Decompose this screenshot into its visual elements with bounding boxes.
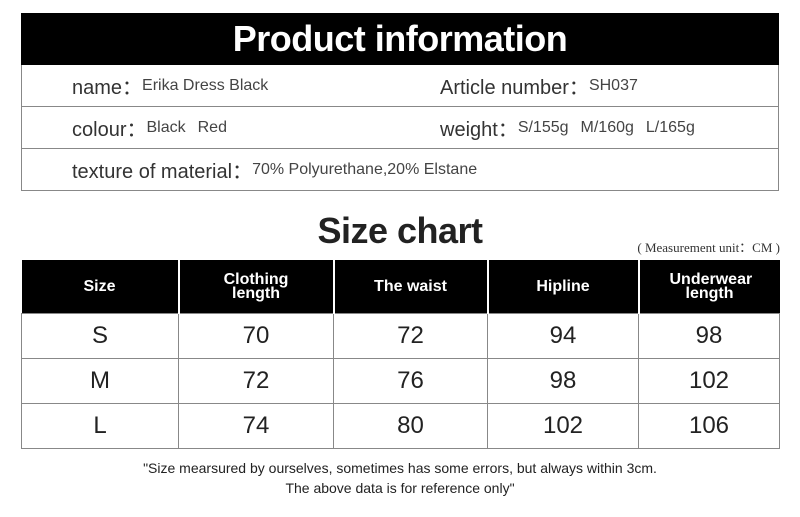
label: weight： [440, 119, 518, 141]
table-cell: S [21, 313, 179, 359]
header-text: Hipline [536, 277, 590, 295]
table-cell: 72 [178, 358, 334, 404]
info-row: name： Erika Dress Black Article number： SH… [22, 65, 778, 107]
table-row: M 72 76 98 102 [21, 358, 780, 404]
info-row: colour： Black Red weight： S/155g M/160g L/165… [22, 107, 778, 149]
header-cell: The waist [332, 260, 488, 314]
label: name： [72, 77, 143, 99]
table-cell: 72 [333, 313, 488, 359]
info-title: Product information [21, 13, 779, 65]
header-text: Clothing length [223, 270, 289, 302]
table-cell: M [21, 358, 179, 404]
table-row: S 70 72 94 98 [21, 313, 780, 359]
header-cell: Underwear length [637, 260, 780, 314]
table-cell: 98 [638, 313, 780, 359]
footnote: "Size mearsured by ourselves, sometimes … [143, 460, 657, 476]
header-text: The waist [374, 277, 447, 295]
table-row: L 74 80 102 106 [21, 403, 780, 449]
table-cell: 74 [178, 403, 334, 449]
value: Red [197, 118, 227, 136]
header-cell: Clothing length [177, 260, 334, 314]
table-cell: L [21, 403, 179, 449]
header-text: Size [83, 277, 116, 295]
table-cell: 102 [638, 358, 780, 404]
table-cell: 98 [487, 358, 639, 404]
value: S/155g [517, 118, 569, 136]
footnote: The above data is for reference only" [285, 480, 515, 496]
table-cell: 106 [638, 403, 780, 449]
info-row: texture of material： 70% Polyurethane,20%… [22, 149, 778, 190]
info-box: name： Erika Dress Black Article number： SH… [21, 65, 779, 191]
table-cell: 80 [333, 403, 488, 449]
value: SH037 [588, 76, 638, 94]
table-cell: 76 [333, 358, 488, 404]
table-cell: 70 [178, 313, 334, 359]
label: texture of material： [72, 161, 253, 183]
header-cell: Hipline [486, 260, 639, 314]
header-row: Size Clothing length The waist Hipline U… [21, 260, 780, 314]
value: M/160g [580, 118, 634, 136]
table-cell: 94 [487, 313, 639, 359]
value: Black [146, 118, 186, 136]
unit-note: ( Measurement unit：CM ) [637, 240, 780, 255]
table-body: S 70 72 94 98 M 72 76 98 102 L 74 80 102 106 [21, 313, 780, 449]
label: colour： [72, 119, 147, 141]
size-chart-title: Size chart [317, 210, 483, 251]
value: Erika Dress Black [142, 76, 269, 94]
label: Article number： [440, 77, 589, 99]
header-cell: Size [21, 260, 179, 314]
value: L/165g [645, 118, 695, 136]
header-text: Underwear length [669, 270, 753, 302]
size-table: Size Clothing length The waist Hipline U… [21, 260, 780, 449]
table-cell: 102 [487, 403, 639, 449]
value: 70% Polyurethane,20% Elstane [252, 160, 478, 178]
